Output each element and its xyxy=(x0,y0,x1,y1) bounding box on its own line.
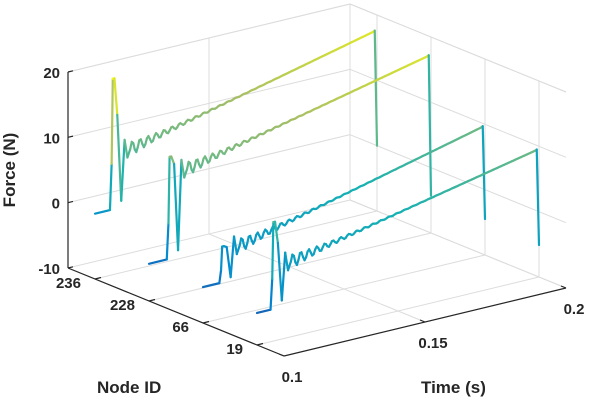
force-tick-label: 20 xyxy=(43,65,60,82)
grid-line xyxy=(67,134,351,204)
series-segment xyxy=(280,251,287,302)
series-segment xyxy=(123,138,129,159)
series-segment xyxy=(241,238,246,248)
grid-lines xyxy=(67,3,567,357)
time-tick-label: 0.15 xyxy=(418,335,447,352)
series-segment xyxy=(188,162,193,171)
series-segment xyxy=(246,235,250,245)
series-segment xyxy=(173,162,180,252)
node-axis-label: Node ID xyxy=(97,378,161,397)
time-tick-label: 0.1 xyxy=(282,369,303,386)
node-tick-label: 228 xyxy=(110,297,135,314)
series-segment xyxy=(269,277,274,311)
tick-labels: -10 0 10 20 236 228 66 19 0.1 0.15 0.2 xyxy=(38,65,584,386)
grid-line xyxy=(349,68,567,158)
grid-line xyxy=(67,68,351,138)
node-tick-label: 236 xyxy=(56,275,81,292)
time-tick-mark xyxy=(560,285,567,289)
series-segment xyxy=(116,113,123,202)
force-tick-label: 0 xyxy=(52,196,60,213)
node-tick-label: 66 xyxy=(172,319,189,336)
series-segment xyxy=(176,158,183,252)
series-segment xyxy=(255,308,272,315)
force-tick-label: 10 xyxy=(43,130,60,147)
grid-line xyxy=(349,134,567,224)
series-segment xyxy=(110,77,114,166)
series-segment xyxy=(108,162,113,212)
series-segment xyxy=(167,155,171,225)
series-segment xyxy=(286,260,292,272)
series-segment xyxy=(165,222,170,261)
series-segment xyxy=(219,245,224,272)
series-segment xyxy=(292,254,297,264)
force-tick-mark xyxy=(67,70,74,73)
series-segment xyxy=(201,282,221,289)
series-segment xyxy=(183,167,189,179)
series-segment xyxy=(297,252,302,261)
axes-box xyxy=(67,72,567,357)
grid-line xyxy=(202,254,486,324)
series-segment xyxy=(147,258,168,265)
time-tick-mark xyxy=(278,353,285,357)
series-segment xyxy=(271,221,275,280)
series-segment xyxy=(170,155,176,166)
grid-edge xyxy=(67,3,351,73)
node-axis-line xyxy=(67,267,285,357)
series-segment xyxy=(232,235,238,256)
series-segment xyxy=(193,159,198,169)
series-segment xyxy=(481,125,487,221)
series-segment xyxy=(136,139,141,149)
series-segment xyxy=(276,241,283,302)
force-tick-mark xyxy=(67,200,74,204)
series-segment xyxy=(218,269,223,285)
node-tick-mark xyxy=(148,298,156,302)
node-tick-mark xyxy=(202,320,210,324)
series-group xyxy=(93,29,541,315)
series-segment xyxy=(180,158,186,179)
grid-edge xyxy=(349,3,567,93)
series-segment xyxy=(113,77,119,116)
series-segment xyxy=(273,220,279,245)
series-segment xyxy=(229,235,236,279)
force-tick-mark xyxy=(67,266,74,269)
series-segment xyxy=(284,251,290,272)
node-tick-mark xyxy=(94,276,102,280)
time-tick-label: 0.2 xyxy=(564,301,585,318)
series-segment xyxy=(373,29,379,147)
series-segment xyxy=(535,148,541,247)
grid-line xyxy=(349,199,567,289)
series-segment xyxy=(93,208,112,215)
series-segment xyxy=(427,54,433,197)
series-node-228 xyxy=(147,54,433,265)
force-axis-label: Force (N) xyxy=(0,133,19,208)
force-tick-mark xyxy=(67,135,74,138)
series-segment xyxy=(120,138,126,202)
series-node-19 xyxy=(255,148,541,315)
node-tick-mark xyxy=(256,342,264,346)
series-segment xyxy=(126,147,132,159)
node-tick-label: 19 xyxy=(226,341,243,358)
time-tick-mark xyxy=(419,319,426,323)
force-tick-label: -10 xyxy=(38,261,60,278)
series-segment xyxy=(235,244,241,256)
series-node-66 xyxy=(201,125,487,289)
series-node-236 xyxy=(93,29,379,215)
time-axis-label: Time (s) xyxy=(421,378,486,397)
grid-line xyxy=(256,276,540,346)
series-segment xyxy=(132,141,136,151)
